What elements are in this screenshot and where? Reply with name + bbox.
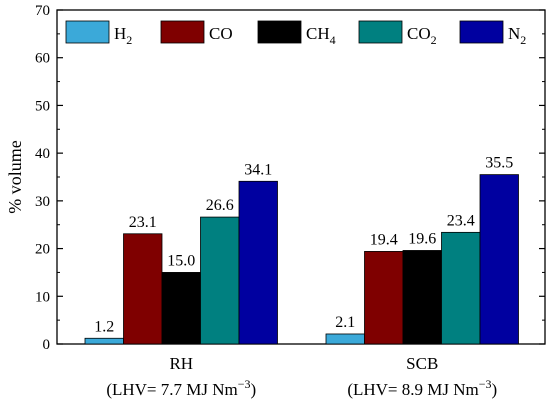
category-sublabel-suffix: ) <box>492 380 498 399</box>
legend-label-subscript: 2 <box>520 33 526 47</box>
data-label: 23.1 <box>129 214 157 231</box>
data-label: 34.1 <box>244 161 272 178</box>
bar <box>123 233 163 345</box>
category-sublabel-text: (LHV= 7.7 MJ Nm <box>106 380 237 399</box>
y-tick-label: 70 <box>35 3 50 19</box>
y-tick-label: 20 <box>35 242 50 258</box>
category-sublabel: (LHV= 7.7 MJ Nm−3) <box>106 377 256 399</box>
legend-label-name: CO <box>209 24 233 43</box>
y-tick-label: 60 <box>35 51 50 67</box>
category-sublabel-suffix: ) <box>251 380 257 399</box>
y-tick-label: 10 <box>35 289 50 305</box>
legend-label-name: H <box>114 24 126 43</box>
data-label: 19.6 <box>408 230 436 247</box>
data-label: 26.6 <box>206 197 234 214</box>
category-sublabel-superscript: −3 <box>479 377 492 391</box>
legend-label: N2 <box>508 24 526 47</box>
data-label: 35.5 <box>485 155 513 172</box>
category-label: SCB <box>406 354 438 373</box>
category-sublabel: (LHV= 8.9 MJ Nm−3) <box>347 377 497 399</box>
legend-label-name: CO <box>407 24 431 43</box>
bar <box>84 337 124 345</box>
data-label: 15.0 <box>167 252 195 269</box>
legend-swatch <box>160 20 205 44</box>
category-sublabel-superscript: −3 <box>238 377 251 391</box>
data-label: 23.4 <box>447 212 475 229</box>
y-tick-label: 0 <box>43 337 51 353</box>
legend-label-subscript: 4 <box>330 33 336 47</box>
bar <box>364 251 404 345</box>
data-label: 2.1 <box>335 314 355 331</box>
legend-label-name: N <box>508 24 520 43</box>
legend-label: CH4 <box>306 24 336 47</box>
y-tick-label: 30 <box>35 194 50 210</box>
data-label: 1.2 <box>94 318 114 335</box>
bar <box>238 180 278 345</box>
legend-swatch <box>358 20 403 44</box>
legend-swatch <box>65 20 110 44</box>
legend-label-name: CH <box>306 24 330 43</box>
legend-label-subscript: 2 <box>126 33 132 47</box>
legend-swatch <box>257 20 302 44</box>
plot-area: 0 10 20 30 40 50 60 70 % volume 1.2 23.1 15.0 26.6 34… <box>5 3 546 399</box>
category-sublabel-text: (LHV= 8.9 MJ Nm <box>347 380 478 399</box>
bar <box>161 272 201 345</box>
legend-swatch <box>459 20 504 44</box>
bar <box>325 333 365 345</box>
y-tick-label: 50 <box>35 98 50 114</box>
bar <box>402 250 442 345</box>
bar <box>479 174 519 345</box>
y-axis-title: % volume <box>5 140 25 214</box>
bar <box>441 231 481 345</box>
bar <box>200 216 240 345</box>
legend-label: H2 <box>114 24 132 47</box>
legend-label-subscript: 2 <box>431 33 437 47</box>
data-label: 19.4 <box>370 231 398 248</box>
y-tick-label: 40 <box>35 146 50 162</box>
legend-label: CO <box>209 24 233 43</box>
legend-label: CO2 <box>407 24 437 47</box>
category-label: RH <box>169 354 193 373</box>
